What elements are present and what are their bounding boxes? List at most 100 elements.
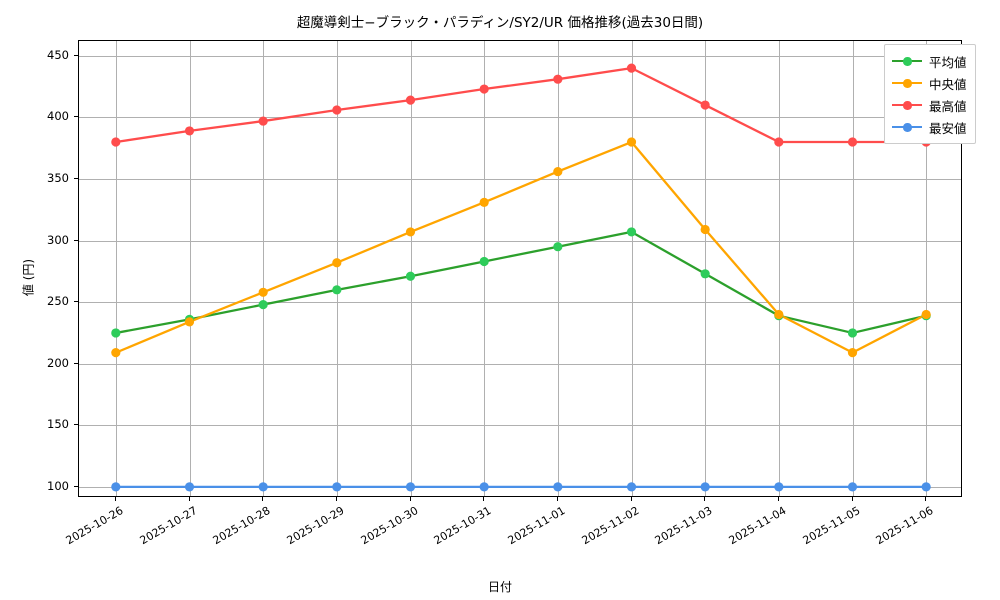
- y-axis-tick-label: 300: [47, 232, 69, 247]
- data-point-marker: [479, 197, 489, 207]
- data-point-marker: [332, 285, 342, 295]
- y-axis-tick-marks: [0, 40, 80, 497]
- data-point-marker: [626, 482, 637, 492]
- x-axis-tick-mark: [777, 497, 779, 501]
- x-axis-tick-mark: [925, 497, 927, 501]
- y-axis-label: 値 (円): [21, 258, 36, 297]
- data-point-marker: [626, 63, 637, 73]
- series-line: [114, 140, 928, 354]
- data-point-marker: [774, 482, 784, 492]
- chart-legend: 平均値中央値最高値最安値: [884, 44, 976, 144]
- data-point-marker: [700, 269, 710, 279]
- data-point-marker: [332, 482, 342, 492]
- gridline-vertical: [778, 41, 780, 496]
- data-point-marker: [553, 74, 563, 84]
- legend-swatch-icon: [892, 54, 922, 68]
- legend-item-label: 平均値: [929, 54, 967, 70]
- y-axis-tick-label: 150: [47, 417, 69, 432]
- chart-title: 超魔導剣士−ブラック・パラディン/SY2/UR 価格推移(過去30日間): [296, 15, 704, 31]
- x-axis-tick-mark: [556, 497, 558, 501]
- x-axis-tick-mark: [704, 497, 706, 501]
- legend-item-label: 中央値: [929, 76, 967, 92]
- y-axis-tick-mark: [74, 485, 78, 487]
- gridline-horizontal: [79, 178, 961, 180]
- data-point-marker: [700, 482, 710, 492]
- data-point-marker: [258, 482, 268, 492]
- gridline-vertical: [926, 41, 928, 496]
- x-axis-tick-marks: [0, 497, 1000, 503]
- data-point-marker: [184, 126, 195, 136]
- data-point-marker: [332, 258, 342, 268]
- data-point-marker: [405, 227, 416, 237]
- legend-item-最高値[interactable]: 最高値: [892, 94, 967, 116]
- legend-item-中央値[interactable]: 中央値: [892, 72, 967, 94]
- data-point-marker: [921, 309, 931, 320]
- gridline-horizontal: [79, 302, 961, 304]
- x-axis-tick-label: 2025-10-29: [284, 504, 347, 548]
- data-point-marker: [405, 271, 416, 281]
- data-point-marker: [111, 482, 121, 492]
- gridline-horizontal: [79, 240, 961, 242]
- y-axis-tick-mark: [74, 424, 78, 426]
- data-point-marker: [553, 482, 563, 492]
- data-point-marker: [258, 300, 268, 310]
- gridline-vertical: [115, 41, 117, 496]
- x-axis-tick-label: 2025-10-26: [63, 504, 126, 548]
- data-point-marker: [405, 95, 416, 105]
- data-point-marker: [847, 348, 858, 358]
- y-axis-tick-mark: [74, 239, 78, 241]
- y-axis-tick-label: 400: [47, 109, 69, 124]
- x-axis-tick-mark: [335, 497, 337, 501]
- data-point-marker: [184, 482, 195, 492]
- data-point-marker: [111, 137, 121, 147]
- y-axis-tick-mark: [74, 301, 78, 303]
- y-axis-tick-label: 100: [47, 478, 69, 493]
- x-axis-tick-mark: [851, 497, 853, 501]
- gridline-vertical: [410, 41, 412, 496]
- series-line: [114, 230, 928, 335]
- gridline-vertical: [263, 41, 265, 496]
- data-point-marker: [332, 105, 342, 115]
- x-axis-tick-label: 2025-11-02: [579, 504, 641, 548]
- legend-item-平均値[interactable]: 平均値: [892, 50, 967, 72]
- x-axis-tick-mark: [409, 497, 411, 501]
- legend-item-label: 最安値: [929, 120, 967, 136]
- gridline-vertical: [336, 41, 338, 496]
- x-axis-tick-label: 2025-11-01: [505, 504, 568, 548]
- legend-swatch-icon: [892, 76, 922, 90]
- gridline-vertical: [557, 41, 559, 496]
- data-point-marker: [700, 100, 710, 110]
- data-point-marker: [847, 137, 858, 147]
- x-axis-tick-mark: [630, 497, 632, 501]
- y-axis-tick-mark: [74, 362, 78, 364]
- y-axis-tick-label: 450: [47, 47, 69, 62]
- plot-area: [78, 40, 962, 497]
- x-axis-label: 日付: [487, 580, 512, 594]
- legend-swatch-icon: [892, 120, 922, 134]
- y-axis-tick-mark: [74, 54, 78, 56]
- data-point-marker: [921, 482, 931, 492]
- legend-item-label: 最高値: [929, 98, 967, 114]
- gridline-horizontal: [79, 363, 961, 365]
- data-point-marker: [258, 287, 268, 297]
- data-point-marker: [479, 482, 489, 492]
- x-axis-tick-label: 2025-10-28: [210, 504, 273, 548]
- y-axis-tick-label: 200: [47, 355, 69, 370]
- data-point-marker: [405, 482, 416, 492]
- data-point-marker: [847, 328, 858, 338]
- x-axis-tick-label: 2025-11-03: [652, 504, 715, 548]
- x-axis-tick-label: 2025-10-27: [137, 504, 199, 548]
- data-point-marker: [479, 256, 489, 267]
- gridline-vertical: [631, 41, 633, 496]
- data-point-marker: [184, 317, 195, 327]
- series-line: [114, 66, 928, 144]
- x-axis-tick-label: 2025-10-31: [431, 504, 494, 548]
- legend-swatch-icon: [892, 98, 922, 112]
- x-axis-tick-mark: [188, 497, 190, 501]
- data-point-marker: [258, 116, 268, 126]
- gridline-horizontal: [79, 425, 961, 427]
- x-axis-tick-label: 2025-10-30: [358, 504, 420, 548]
- legend-item-最安値[interactable]: 最安値: [892, 116, 967, 138]
- data-point-marker: [479, 84, 489, 94]
- gridline-vertical: [705, 41, 707, 496]
